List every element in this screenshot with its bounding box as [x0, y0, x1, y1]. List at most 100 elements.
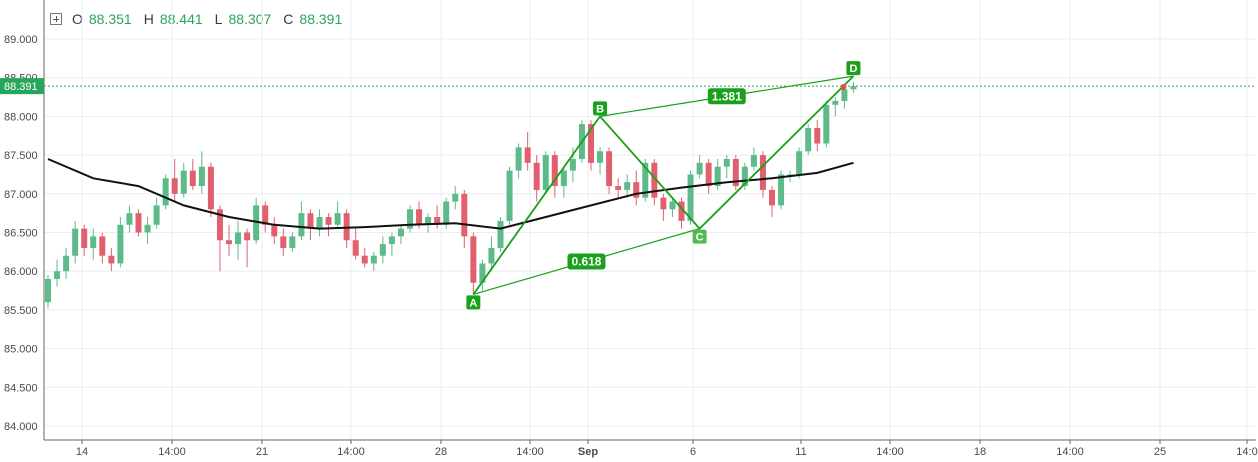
candle-body	[135, 213, 142, 233]
candle-body	[560, 170, 567, 187]
candle-body	[515, 147, 522, 171]
x-tick-label: 14:0	[1236, 446, 1257, 458]
candle-body	[588, 124, 594, 163]
x-tick-label: 21	[256, 446, 268, 458]
candle-body	[407, 209, 413, 229]
candle-body	[253, 205, 260, 241]
candle-body	[660, 197, 667, 210]
candle-body	[189, 170, 196, 187]
x-tick-label: 14:00	[1056, 446, 1084, 458]
candle-body	[814, 128, 821, 144]
y-tick-label: 87.000	[4, 189, 38, 201]
ratio-badge	[707, 88, 746, 105]
pattern-point-badge	[466, 295, 481, 310]
candle-body	[90, 236, 97, 248]
candle-body	[180, 170, 187, 194]
y-tick-label: 88.000	[4, 111, 38, 123]
ratio-label: 0.618	[571, 255, 601, 269]
candle-body	[99, 236, 106, 256]
candle-body	[244, 232, 251, 241]
candle-body	[569, 158, 576, 171]
candle-body	[388, 236, 395, 245]
pattern-point-badge	[846, 61, 861, 76]
candle-body	[488, 247, 495, 264]
candle-body	[397, 228, 404, 237]
candle-body	[343, 213, 350, 241]
y-tick-label: 84.000	[4, 421, 38, 433]
open-label: O	[72, 11, 83, 27]
high-value: 88.441	[159, 11, 203, 27]
candle-body	[705, 162, 712, 187]
candle-body	[651, 162, 658, 198]
candle-body	[262, 205, 269, 225]
candle-body	[823, 104, 830, 144]
x-tick-label: 14:00	[337, 446, 365, 458]
low-value: 88.307	[228, 11, 272, 27]
candle-body	[235, 232, 242, 245]
x-tick-label: 14:00	[516, 446, 544, 458]
candle-body	[216, 209, 223, 241]
candle-body	[624, 182, 631, 190]
candle-body	[805, 128, 812, 152]
candle-body	[669, 201, 676, 210]
x-tick-label: 28	[435, 446, 447, 458]
candle-body	[289, 236, 296, 248]
candle-body	[615, 186, 622, 190]
candle-body	[316, 217, 323, 229]
candle-body	[551, 155, 558, 187]
last-price-label: 88.391	[4, 81, 38, 93]
candle-body	[470, 236, 477, 283]
candle-body	[370, 255, 377, 264]
ratio-label: 1.381	[712, 89, 742, 103]
open-value: 88.351	[88, 11, 132, 27]
candle-body	[687, 174, 694, 221]
candle-body	[443, 201, 450, 225]
x-tick-label: 14:00	[158, 446, 186, 458]
candle-body	[207, 166, 214, 210]
candle-body	[787, 174, 794, 176]
candle-body	[506, 170, 513, 221]
candle-body	[542, 155, 549, 190]
y-tick-label: 85.500	[4, 305, 38, 317]
last-price-badge	[0, 78, 44, 95]
candle-body	[108, 255, 115, 264]
candle-body	[832, 100, 839, 105]
candle-body	[678, 201, 685, 221]
x-tick-label: 25	[1154, 446, 1166, 458]
y-tick-label: 86.000	[4, 266, 38, 278]
close-label: C	[283, 11, 294, 27]
candle-body	[45, 278, 51, 303]
pattern-point-label: D	[849, 63, 857, 75]
candle-body	[54, 271, 61, 279]
candle-body	[198, 166, 205, 187]
candle-body	[325, 217, 332, 225]
x-tick-label: 11	[795, 446, 806, 458]
moving-average-line	[47, 158, 854, 230]
candle-body	[524, 147, 531, 163]
x-tick-label: 14:00	[876, 446, 904, 458]
candle-body	[271, 224, 278, 237]
candle-body	[778, 174, 785, 206]
candle-body	[298, 213, 305, 237]
expand-icon[interactable]	[50, 13, 62, 25]
y-tick-label: 85.000	[4, 344, 38, 356]
x-tick-label: Sep	[578, 446, 598, 458]
candle-body	[434, 217, 441, 225]
candle-body	[633, 182, 640, 198]
candle-body	[606, 151, 613, 187]
pattern-point-badge	[692, 229, 707, 244]
y-tick-label: 87.500	[4, 150, 38, 162]
x-tick-label: 6	[690, 446, 696, 458]
close-value: 88.391	[299, 11, 343, 27]
candle-body	[497, 220, 504, 248]
candle-body	[759, 155, 766, 190]
y-tick-label: 86.500	[4, 228, 38, 240]
candle-body	[280, 236, 287, 248]
ratio-badge	[567, 253, 606, 270]
low-label: L	[214, 11, 223, 27]
x-tick-label: 14	[76, 446, 88, 458]
candle-body	[696, 162, 703, 175]
candle-body	[334, 213, 341, 225]
x-tick-label: 18	[974, 446, 986, 458]
